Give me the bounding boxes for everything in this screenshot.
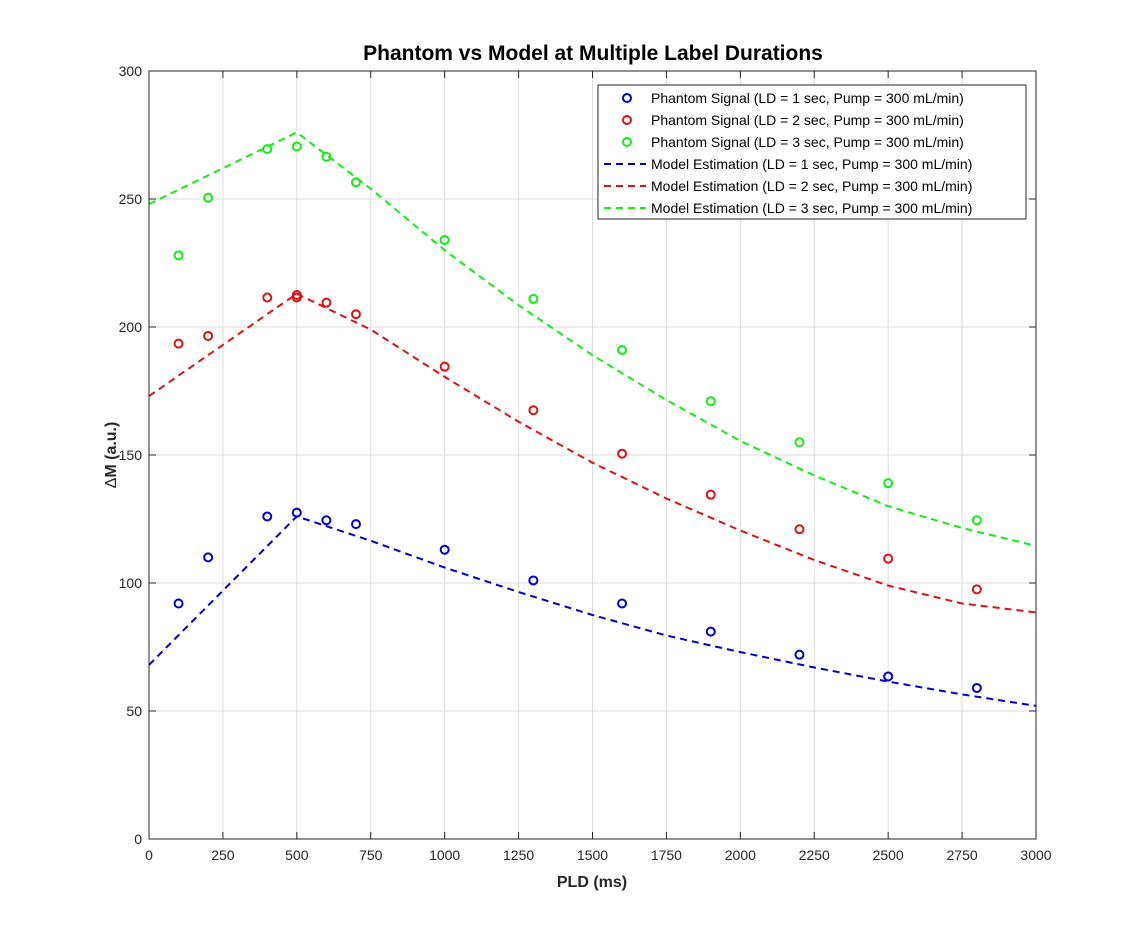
x-tick-label: 750 <box>359 847 383 863</box>
x-tick-label: 1250 <box>503 847 534 863</box>
x-tick-label: 1500 <box>577 847 608 863</box>
x-tick-label: 2500 <box>873 847 904 863</box>
series-layer <box>148 131 1037 707</box>
y-tick-label: 200 <box>119 319 143 335</box>
legend-marker <box>622 115 632 125</box>
y-axis-title: ΔM (a.u.) <box>103 422 120 489</box>
phantom-signal-point <box>617 448 628 459</box>
x-tick-label: 1750 <box>651 847 682 863</box>
phantom-signal-point <box>321 151 332 162</box>
phantom-signal-point <box>203 192 214 203</box>
phantom-signal-point <box>883 553 894 564</box>
y-axis-title-delta: Δ <box>103 477 120 488</box>
y-tick-label: 300 <box>119 63 143 79</box>
y-tick-label: 0 <box>134 831 142 847</box>
phantom-signal-point <box>794 524 805 535</box>
phantom-signal-point <box>971 682 982 693</box>
phantom-signal-point <box>262 292 273 303</box>
phantom-signal-point <box>173 250 184 261</box>
phantom-signal-point <box>528 575 539 586</box>
phantom-signal-point <box>291 292 302 303</box>
phantom-signal-point <box>705 396 716 407</box>
legend-label: Model Estimation (LD = 1 sec, Pump = 300… <box>651 156 972 172</box>
phantom-signal-point <box>971 515 982 526</box>
y-tick-label: 150 <box>119 447 143 463</box>
model-estimation-line <box>148 292 1037 614</box>
phantom-signal-point <box>705 489 716 500</box>
phantom-signal-point <box>439 234 450 245</box>
legend-label: Model Estimation (LD = 3 sec, Pump = 300… <box>651 200 972 216</box>
y-tick-label: 50 <box>126 703 142 719</box>
x-tick-label: 250 <box>211 847 235 863</box>
phantom-signal-point <box>528 405 539 416</box>
axis-ticks: 0 250 500 750 1000 1250 1500 1750 2000 2250 2500 27… <box>119 63 1052 863</box>
legend-box <box>597 84 1027 220</box>
phantom-signal-point <box>705 626 716 637</box>
legend-label: Model Estimation (LD = 2 sec, Pump = 300… <box>651 178 972 194</box>
y-tick-label: 100 <box>119 575 143 591</box>
phantom-signal-point <box>439 361 450 372</box>
phantom-signal-point <box>528 293 539 304</box>
phantom-signal-point <box>794 437 805 448</box>
legend-items: Phantom Signal (LD = 1 sec, Pump = 300 m… <box>604 90 972 216</box>
phantom-signal-point <box>794 649 805 660</box>
phantom-signal-point <box>291 141 302 152</box>
x-tick-label: 2250 <box>799 847 830 863</box>
phantom-signal-point <box>350 309 361 320</box>
phantom-signal-point <box>439 544 450 555</box>
phantom-signal-point <box>203 330 214 341</box>
phantom-signal-point <box>203 552 214 563</box>
x-tick-label: 500 <box>285 847 309 863</box>
x-tick-label: 2000 <box>725 847 756 863</box>
phantom-signal-point <box>350 177 361 188</box>
phantom-signal-point <box>971 584 982 595</box>
chart-title: Phantom vs Model at Multiple Label Durat… <box>363 42 823 65</box>
x-tick-label: 2750 <box>947 847 978 863</box>
phantom-signal-point <box>262 511 273 522</box>
legend-marker <box>622 93 632 103</box>
x-tick-label: 1000 <box>429 847 460 863</box>
phantom-signal-point <box>883 671 894 682</box>
phantom-signal-point <box>321 515 332 526</box>
legend-marker <box>622 137 632 147</box>
phantom-signal-point <box>617 598 628 609</box>
phantom-signal-point <box>617 345 628 356</box>
phantom-signal-point <box>291 507 302 518</box>
phantom-signal-point <box>262 144 273 155</box>
grid-lines <box>148 70 1037 840</box>
x-tick-label: 3000 <box>1020 847 1051 863</box>
legend: Phantom Signal (LD = 1 sec, Pump = 300 m… <box>597 84 1027 220</box>
x-axis-title: PLD (ms) <box>557 874 627 891</box>
x-tick-label: 0 <box>145 847 153 863</box>
phantom-signal-point <box>883 478 894 489</box>
phantom-signal-point <box>350 519 361 530</box>
legend-label: Phantom Signal (LD = 1 sec, Pump = 300 m… <box>651 90 964 106</box>
legend-label: Phantom Signal (LD = 2 sec, Pump = 300 m… <box>651 112 964 128</box>
y-axis-title-text: M (a.u.) <box>103 422 120 478</box>
phantom-signal-point <box>321 297 332 308</box>
y-tick-label: 250 <box>119 191 143 207</box>
phantom-signal-point <box>173 598 184 609</box>
phantom-signal-point <box>173 338 184 349</box>
legend-label: Phantom Signal (LD = 3 sec, Pump = 300 m… <box>651 134 964 150</box>
